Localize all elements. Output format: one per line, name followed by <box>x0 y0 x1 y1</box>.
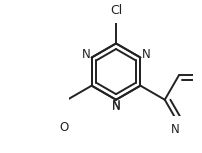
Text: N: N <box>112 100 120 113</box>
Text: N: N <box>142 48 150 61</box>
Text: N: N <box>171 123 180 136</box>
Text: N: N <box>112 99 120 112</box>
Text: methoxy: methoxy <box>18 137 55 146</box>
Text: Cl: Cl <box>110 4 122 17</box>
Text: N: N <box>82 48 91 61</box>
Text: O: O <box>59 121 68 134</box>
